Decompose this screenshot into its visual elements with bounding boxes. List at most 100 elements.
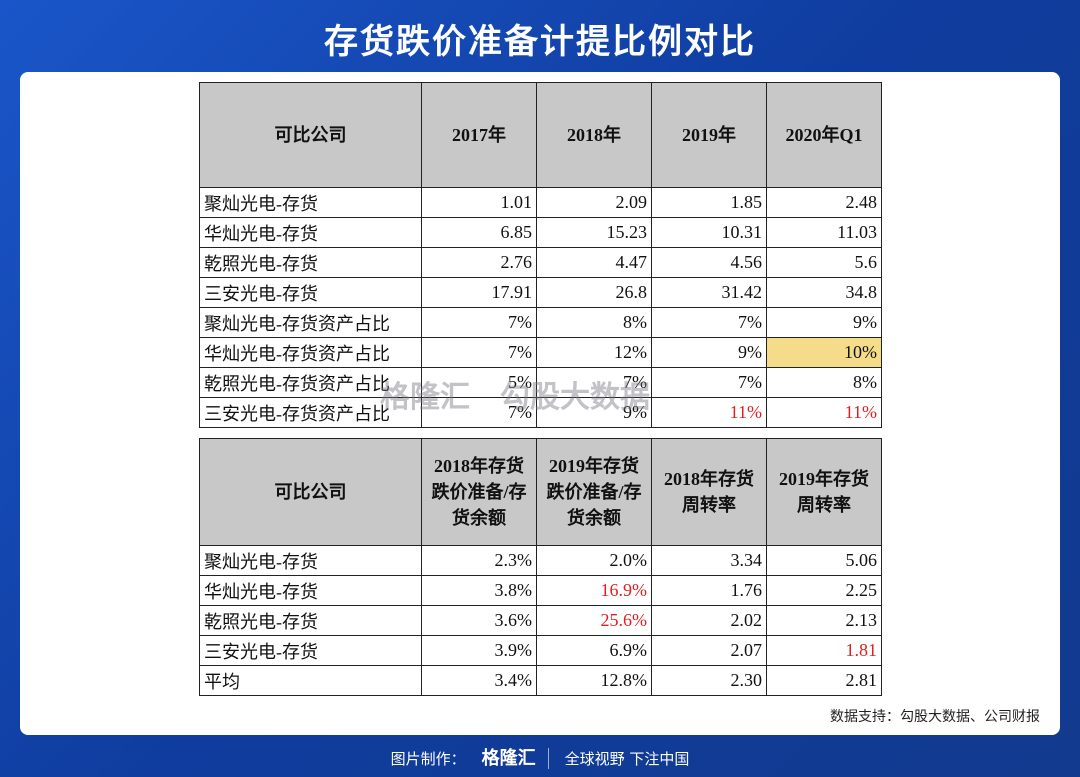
cell: 2.02: [651, 605, 767, 636]
header-cell: 2018年存货周转率: [651, 438, 767, 546]
cell: 9%: [651, 337, 767, 368]
cell: 12%: [536, 337, 652, 368]
cell: 4.56: [651, 247, 767, 278]
footer-slogan: 全球视野 下注中国: [564, 750, 690, 768]
watermark: 格隆汇 勾股大数据: [380, 372, 680, 416]
cell: 16.9%: [536, 575, 652, 606]
cell: 1.85: [651, 187, 767, 218]
cell: 三安光电-存货: [199, 277, 422, 308]
table: 可比公司 2017年 2018年 2019年 2020年Q1 聚灿光电-存货 1.01 2.0…: [199, 82, 882, 428]
row: 三安光电-存货 17.91 26.8 31.42 34.8: [199, 277, 882, 308]
cell: 12.8%: [536, 665, 652, 696]
cell: 三安光电-存货: [199, 635, 422, 666]
cell: 2.48: [766, 187, 882, 218]
cell: 10%: [766, 337, 882, 368]
row: 聚灿光电-存货 2.3% 2.0% 3.34 5.06: [199, 545, 882, 576]
row: 华灿光电-存货 6.85 15.23 10.31 11.03: [199, 217, 882, 248]
cell: 2.3%: [421, 545, 537, 576]
cell: 7%: [421, 397, 537, 428]
cell: 9%: [766, 307, 882, 338]
watermark-text: 勾股大数据: [500, 380, 650, 415]
cell: 5%: [421, 367, 537, 398]
header-cell: 可比公司: [199, 82, 422, 188]
header-cell: 2020年Q1: [766, 82, 882, 188]
cell: 2.0%: [536, 545, 652, 576]
cell: 31.42: [651, 277, 767, 308]
cell: 1.76: [651, 575, 767, 606]
header-cell: 2019年: [651, 82, 767, 188]
row: 华灿光电-存货资产占比 7% 12% 9% 10%: [199, 337, 882, 368]
row: 乾照光电-存货 2.76 4.47 4.56 5.6: [199, 247, 882, 278]
cell: 华灿光电-存货资产占比: [199, 337, 422, 368]
header-cell: 可比公司: [199, 438, 422, 546]
cell: 5.6: [766, 247, 882, 278]
header-row: 可比公司 2018年存货跌价准备/存货余额 2019年存货跌价准备/存货余额 2018…: [199, 438, 882, 546]
cell: 7%: [421, 337, 537, 368]
cell: 8%: [536, 307, 652, 338]
cell: 平均: [199, 665, 422, 696]
row: 平均 3.4% 12.8% 2.30 2.81: [199, 665, 882, 696]
source: 数据支持：勾股大数据、公司财报: [830, 709, 1040, 725]
cell: 1.81: [766, 635, 882, 666]
cell: 3.34: [651, 545, 767, 576]
cell: 2.07: [651, 635, 767, 666]
cell: 7%: [651, 307, 767, 338]
row: 三安光电-存货 3.9% 6.9% 2.07 1.81: [199, 635, 882, 666]
cell: 2.09: [536, 187, 652, 218]
header-cell: 2019年存货周转率: [766, 438, 882, 546]
cell: 8%: [766, 367, 882, 398]
cell: 三安光电-存货资产占比: [199, 397, 422, 428]
cell: 3.4%: [421, 665, 537, 696]
cell: 3.8%: [421, 575, 537, 606]
cell: 11.03: [766, 217, 882, 248]
cell: 2.76: [421, 247, 537, 278]
cell: 乾照光电-存货资产占比: [199, 367, 422, 398]
cell: 15.23: [536, 217, 652, 248]
cell: 聚灿光电-存货资产占比: [199, 307, 422, 338]
cell: 25.6%: [536, 605, 652, 636]
footer-brand: 格隆汇: [481, 748, 549, 769]
panel: 可比公司 2017年 2018年 2019年 2020年Q1 聚灿光电-存货 1.01 2.0…: [20, 72, 1060, 735]
cell: 34.8: [766, 277, 882, 308]
row: 乾照光电-存货资产占比 5% 7% 7% 8%: [199, 367, 882, 398]
cell: 11%: [766, 397, 882, 428]
row: 乾照光电-存货 3.6% 25.6% 2.02 2.13: [199, 605, 882, 636]
cell: 乾照光电-存货: [199, 247, 422, 278]
cell: 10.31: [651, 217, 767, 248]
cell: 3.9%: [421, 635, 537, 666]
cell: 2.13: [766, 605, 882, 636]
table: 可比公司 2018年存货跌价准备/存货余额 2019年存货跌价准备/存货余额 2018…: [199, 438, 882, 696]
cell: 3.6%: [421, 605, 537, 636]
cell: 7%: [421, 307, 537, 338]
cell: 17.91: [421, 277, 537, 308]
cell: 聚灿光电-存货: [199, 187, 422, 218]
header-cell: 2018年存货跌价准备/存货余额: [421, 438, 537, 546]
cell: 9%: [536, 397, 652, 428]
row: 聚灿光电-存货资产占比 7% 8% 7% 9%: [199, 307, 882, 338]
cell: 2.30: [651, 665, 767, 696]
title: 存货跌价准备计提比例对比: [324, 22, 756, 62]
cell: 1.01: [421, 187, 537, 218]
header-cell: 2017年: [421, 82, 537, 188]
cell: 华灿光电-存货: [199, 575, 422, 606]
cell: 聚灿光电-存货: [199, 545, 422, 576]
watermark-brand: 格隆汇: [380, 380, 470, 415]
cell: 26.8: [536, 277, 652, 308]
cell: 6.9%: [536, 635, 652, 666]
header-row: 可比公司 2017年 2018年 2019年 2020年Q1: [199, 82, 882, 188]
header-cell: 2018年: [536, 82, 652, 188]
cell: 5.06: [766, 545, 882, 576]
cell: 华灿光电-存货: [199, 217, 422, 248]
row: 华灿光电-存货 3.8% 16.9% 1.76 2.25: [199, 575, 882, 606]
row: 三安光电-存货资产占比 7% 9% 11% 11%: [199, 397, 882, 428]
footer-label: 图片制作：: [390, 750, 466, 768]
cell: 11%: [651, 397, 767, 428]
footer: 图片制作： 格隆汇 全球视野 下注中国: [0, 744, 1080, 770]
cell: 2.25: [766, 575, 882, 606]
cell: 乾照光电-存货: [199, 605, 422, 636]
header-cell: 2019年存货跌价准备/存货余额: [536, 438, 652, 546]
row: 聚灿光电-存货 1.01 2.09 1.85 2.48: [199, 187, 882, 218]
cell: 4.47: [536, 247, 652, 278]
cell: 2.81: [766, 665, 882, 696]
